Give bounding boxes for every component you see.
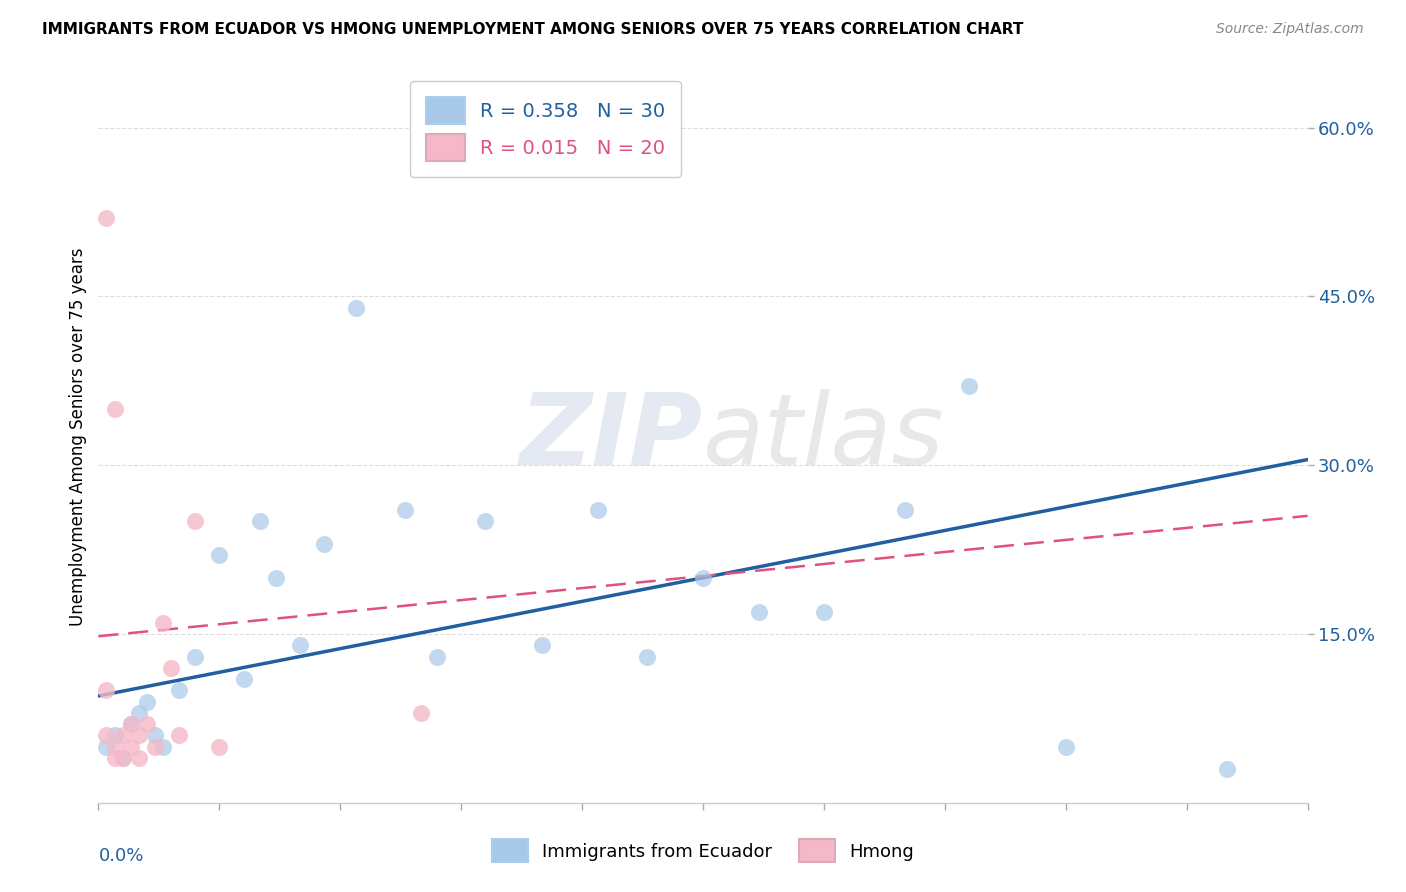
Point — [314, 537, 336, 551]
Point — [167, 683, 190, 698]
Point — [143, 728, 166, 742]
Point — [111, 751, 134, 765]
Point — [103, 739, 125, 754]
Point — [128, 751, 150, 765]
Text: Source: ZipAtlas.com: Source: ZipAtlas.com — [1216, 22, 1364, 37]
Point — [167, 728, 190, 742]
Point — [96, 211, 118, 225]
Point — [96, 728, 118, 742]
Point — [1054, 739, 1077, 754]
Point — [249, 515, 271, 529]
Point — [120, 717, 142, 731]
Text: atlas: atlas — [703, 389, 945, 485]
Point — [152, 739, 174, 754]
Point — [120, 739, 142, 754]
Point — [957, 379, 980, 393]
Legend: R = 0.358   N = 30, R = 0.015   N = 20: R = 0.358 N = 30, R = 0.015 N = 20 — [411, 81, 681, 177]
Point — [103, 751, 125, 765]
Point — [120, 717, 142, 731]
Point — [160, 661, 183, 675]
Legend: Immigrants from Ecuador, Hmong: Immigrants from Ecuador, Hmong — [484, 832, 922, 870]
Point — [344, 301, 367, 315]
Point — [530, 638, 553, 652]
Point — [152, 615, 174, 630]
Point — [128, 728, 150, 742]
Point — [103, 401, 125, 416]
Point — [208, 548, 231, 562]
Point — [1216, 762, 1239, 776]
Point — [264, 571, 287, 585]
Point — [208, 739, 231, 754]
Point — [692, 571, 714, 585]
Y-axis label: Unemployment Among Seniors over 75 years: Unemployment Among Seniors over 75 years — [69, 248, 87, 626]
Point — [135, 694, 157, 708]
Point — [143, 739, 166, 754]
Point — [813, 605, 835, 619]
Point — [111, 728, 134, 742]
Point — [409, 706, 432, 720]
Point — [636, 649, 658, 664]
Text: ZIP: ZIP — [520, 389, 703, 485]
Point — [111, 751, 134, 765]
Point — [586, 503, 609, 517]
Point — [748, 605, 770, 619]
Point — [288, 638, 311, 652]
Point — [394, 503, 416, 517]
Point — [135, 717, 157, 731]
Point — [128, 706, 150, 720]
Point — [232, 672, 254, 686]
Point — [96, 683, 118, 698]
Point — [103, 728, 125, 742]
Point — [184, 515, 207, 529]
Point — [96, 739, 118, 754]
Point — [184, 649, 207, 664]
Text: IMMIGRANTS FROM ECUADOR VS HMONG UNEMPLOYMENT AMONG SENIORS OVER 75 YEARS CORREL: IMMIGRANTS FROM ECUADOR VS HMONG UNEMPLO… — [42, 22, 1024, 37]
Point — [426, 649, 449, 664]
Point — [474, 515, 496, 529]
Text: 0.0%: 0.0% — [98, 847, 143, 864]
Point — [893, 503, 915, 517]
